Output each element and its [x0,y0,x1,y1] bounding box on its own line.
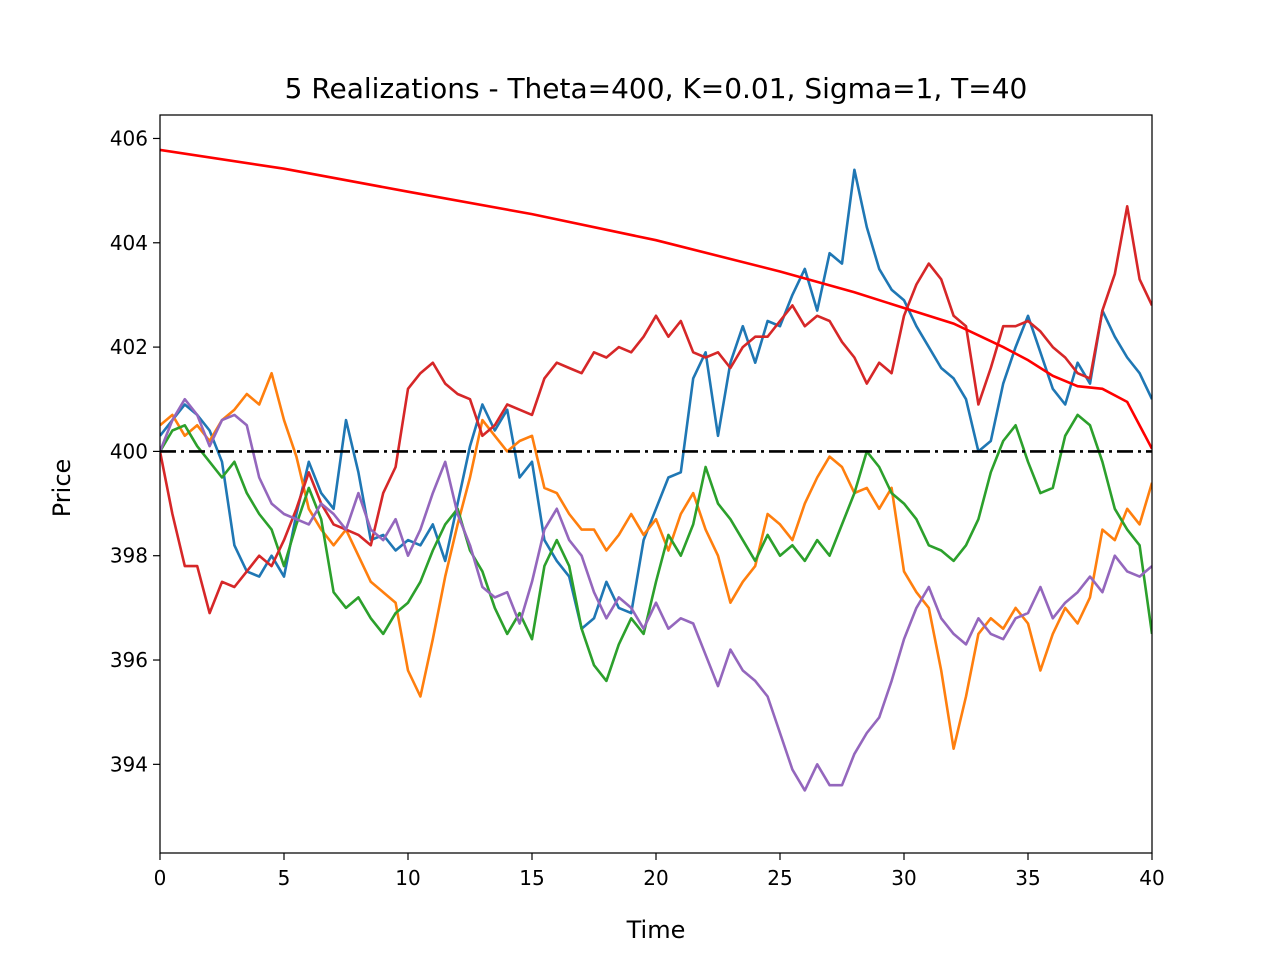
y-axis-label: Price [48,459,76,518]
y-tick-label: 400 [110,439,148,463]
x-tick-label: 25 [767,866,792,890]
x-tick-label: 30 [891,866,916,890]
chart-title: 5 Realizations - Theta=400, K=0.01, Sigm… [285,72,1028,105]
boundary-line [160,148,1152,450]
y-tick-label: 402 [110,335,148,359]
axes-frame [159,114,1153,854]
x-tick-label: 10 [395,866,420,890]
y-axis: 394 396 398 400 402 404 406 [110,126,160,776]
y-tick-label: 398 [110,544,148,568]
x-tick-label: 20 [643,866,668,890]
x-tick-label: 35 [1015,866,1040,890]
x-tick-label: 5 [278,866,291,890]
y-tick-label: 406 [110,126,148,150]
series-line-3 [160,413,1152,683]
y-tick-label: 404 [110,231,148,255]
x-axis-label: Time [626,916,686,944]
series-line-4 [160,205,1152,615]
series-line-2 [160,371,1152,750]
plot-area [160,148,1152,792]
x-tick-label: 0 [154,866,167,890]
x-axis: 0 5 10 15 20 25 30 35 40 [154,853,1165,890]
x-tick-label: 15 [519,866,544,890]
series-line-5 [160,397,1152,792]
series-line-1 [160,168,1152,630]
x-tick-label: 40 [1139,866,1164,890]
y-tick-label: 394 [110,752,148,776]
y-tick-label: 396 [110,648,148,672]
